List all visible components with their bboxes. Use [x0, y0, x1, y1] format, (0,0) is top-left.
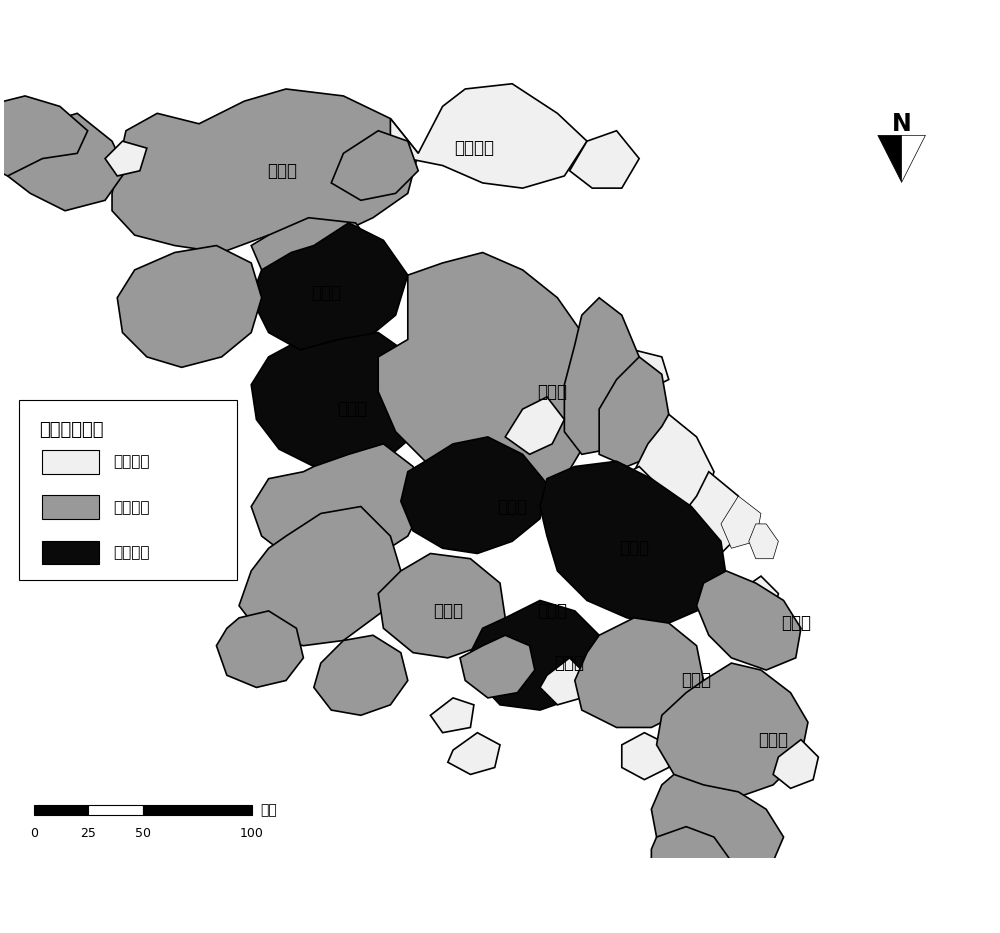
Polygon shape: [902, 135, 925, 182]
FancyBboxPatch shape: [19, 400, 237, 580]
Polygon shape: [731, 576, 778, 623]
Polygon shape: [112, 89, 418, 253]
Polygon shape: [878, 135, 902, 182]
Polygon shape: [448, 732, 500, 774]
Bar: [34, 804, 88, 815]
Polygon shape: [251, 217, 378, 298]
Text: 50: 50: [135, 828, 151, 841]
Polygon shape: [679, 472, 744, 553]
Text: 低引力区: 低引力区: [113, 454, 150, 469]
Polygon shape: [378, 253, 599, 507]
Polygon shape: [401, 437, 547, 553]
Polygon shape: [697, 571, 801, 670]
Polygon shape: [540, 461, 726, 623]
Text: 无锡市: 无锡市: [682, 672, 712, 689]
Polygon shape: [470, 601, 599, 710]
Polygon shape: [651, 774, 784, 879]
Polygon shape: [460, 635, 535, 698]
Text: 宿迁市: 宿迁市: [311, 284, 341, 301]
Polygon shape: [251, 444, 425, 565]
Text: 南京市: 南京市: [433, 602, 463, 620]
Polygon shape: [575, 618, 704, 728]
Polygon shape: [117, 245, 262, 368]
Polygon shape: [721, 496, 761, 549]
Text: 常州市: 常州市: [555, 654, 585, 672]
Polygon shape: [430, 698, 474, 732]
Text: 100: 100: [240, 828, 264, 841]
Polygon shape: [390, 84, 587, 188]
Polygon shape: [505, 397, 564, 454]
Polygon shape: [540, 658, 587, 704]
Polygon shape: [105, 141, 147, 176]
Polygon shape: [331, 131, 418, 201]
Polygon shape: [622, 350, 669, 392]
Bar: [42, 495, 99, 519]
Text: 高引力区: 高引力区: [113, 545, 150, 560]
Text: 扬州市: 扬州市: [497, 497, 527, 516]
Polygon shape: [251, 223, 408, 357]
Text: 25: 25: [81, 828, 96, 841]
Polygon shape: [564, 298, 639, 454]
Polygon shape: [8, 113, 126, 211]
Text: N: N: [892, 112, 912, 136]
Polygon shape: [604, 466, 662, 524]
Text: 徐州市: 徐州市: [268, 161, 298, 180]
Polygon shape: [216, 611, 303, 688]
Text: 南通市: 南通市: [781, 614, 811, 632]
Polygon shape: [477, 384, 547, 449]
Polygon shape: [378, 553, 505, 658]
Text: 盐城市: 盐城市: [537, 383, 567, 400]
Polygon shape: [634, 414, 714, 519]
Polygon shape: [599, 357, 669, 466]
Text: 中引力区: 中引力区: [113, 500, 150, 515]
Polygon shape: [622, 732, 669, 780]
Polygon shape: [570, 131, 639, 188]
Bar: [88, 804, 143, 815]
Text: 镇江市: 镇江市: [537, 602, 567, 620]
Polygon shape: [657, 663, 808, 797]
Bar: [42, 541, 99, 564]
Polygon shape: [773, 740, 818, 788]
Polygon shape: [314, 635, 408, 716]
Bar: [143, 804, 252, 815]
Polygon shape: [239, 507, 401, 646]
Polygon shape: [749, 524, 778, 559]
Polygon shape: [251, 332, 430, 472]
Bar: [42, 450, 99, 474]
Text: 泰州市: 泰州市: [619, 539, 649, 557]
Text: 苏州市: 苏州市: [758, 731, 788, 748]
Text: 千米: 千米: [260, 802, 277, 816]
Text: 连云港市: 连云港市: [454, 139, 494, 157]
Polygon shape: [0, 96, 88, 176]
Text: 0: 0: [30, 828, 38, 841]
Text: 淮安市: 淮安市: [337, 400, 367, 418]
Text: 人居交互引力: 人居交互引力: [39, 421, 103, 439]
Polygon shape: [651, 827, 731, 897]
